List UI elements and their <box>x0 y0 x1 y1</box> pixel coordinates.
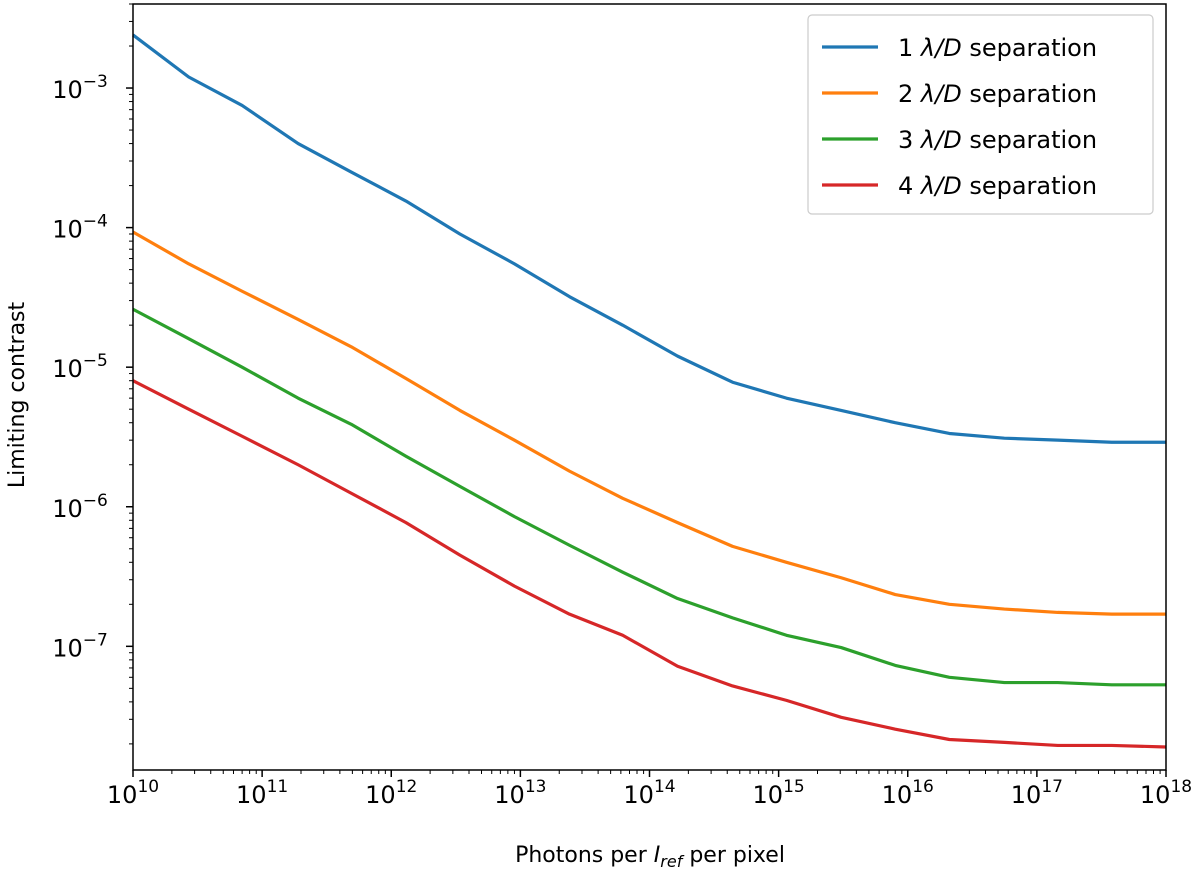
series-line-2 <box>132 230 1166 616</box>
x-axis-label-prefix: Photons per <box>515 843 654 868</box>
series-line-4 <box>132 379 1167 749</box>
y-tick-label: 10−3 <box>52 72 108 104</box>
series-line-3 <box>132 307 1166 687</box>
x-axis-label-subscript: ref <box>660 852 684 871</box>
x-axis-label-suffix: per pixel <box>682 843 785 868</box>
legend-label-3: 3 λ/D separation <box>898 126 1097 154</box>
y-tick-label: 10−5 <box>52 351 108 383</box>
x-tick-label: 1010 <box>107 777 159 809</box>
ticks-layer: 1010 1011 1012 1013 1014 1015 1016 1017 1018 10−3… <box>52 3 1192 809</box>
x-axis-label-symbol: I <box>654 843 661 868</box>
legend-label-2: 2 λ/D separation <box>898 80 1097 108</box>
series-layer <box>132 33 1167 749</box>
y-tick-label: 10−7 <box>52 630 108 662</box>
x-tick-label: 1018 <box>1140 777 1192 809</box>
x-tick-label: 1015 <box>753 777 805 809</box>
x-tick-label: 1011 <box>236 777 288 809</box>
series-line-1 <box>132 33 1166 444</box>
x-tick-label: 1012 <box>365 777 417 809</box>
x-tick-label: 1013 <box>494 777 546 809</box>
x-tick-label: 1016 <box>882 777 934 809</box>
y-tick-label: 10−6 <box>52 491 108 523</box>
legend: 1 λ/D separation 2 λ/D separation 3 λ/D se… <box>807 14 1154 215</box>
legend-box <box>807 14 1154 215</box>
x-axis-label: Photons per Iref per pixel <box>515 843 785 871</box>
y-tick-label: 10−4 <box>52 212 108 244</box>
x-tick-label: 1017 <box>1011 777 1063 809</box>
legend-label-1: 1 λ/D separation <box>898 34 1097 62</box>
x-tick-label: 1014 <box>623 777 675 809</box>
y-axis-label: Limiting contrast <box>5 301 30 488</box>
legend-label-4: 4 λ/D separation <box>898 172 1097 200</box>
